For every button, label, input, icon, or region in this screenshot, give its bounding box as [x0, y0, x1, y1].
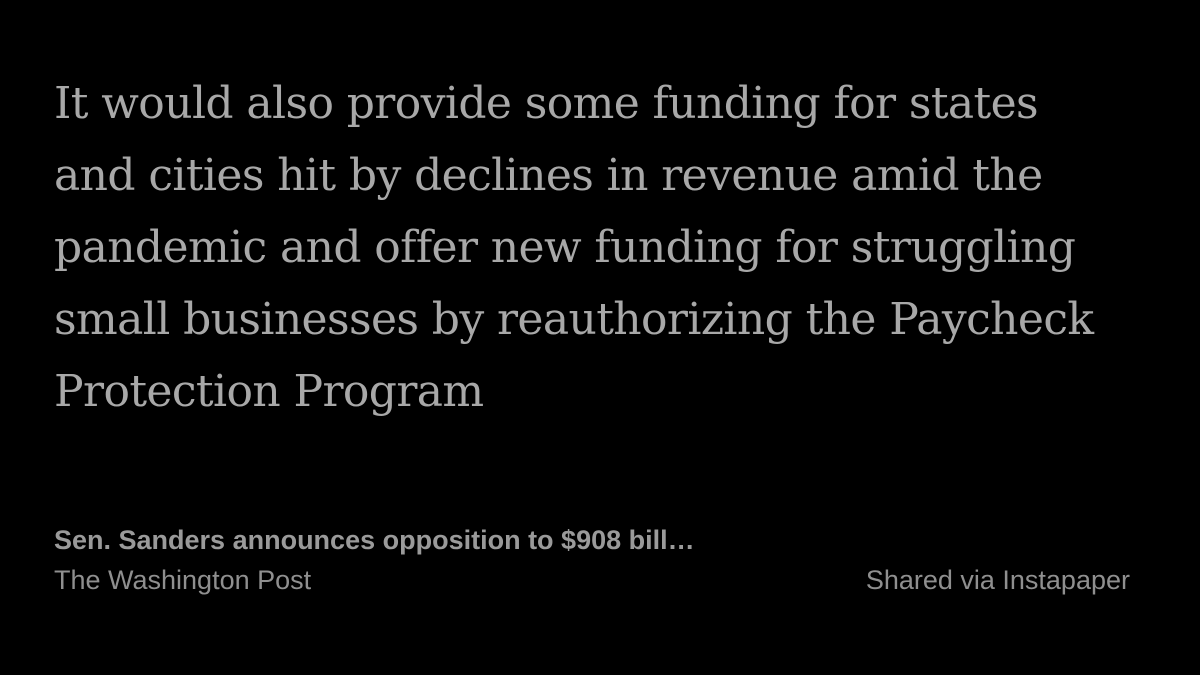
quote-line: small businesses by reauthorizing the Pa…	[54, 294, 1094, 345]
quote-line: and cities hit by declines in revenue am…	[54, 150, 1043, 201]
highlighted-quote: It would also provide some funding for s…	[54, 68, 1154, 428]
shared-via-label: Shared via Instapaper	[865, 565, 1130, 595]
quote-line: Protection Program	[54, 366, 484, 417]
quote-line: pandemic and offer new funding for strug…	[54, 222, 1076, 273]
quote-line: It would also provide some funding for s…	[54, 78, 1039, 129]
article-title[interactable]: Sen. Sanders announces opposition to $90…	[54, 525, 695, 555]
article-source: The Washington Post	[54, 565, 312, 595]
footer-row: The Washington Post Shared via Instapape…	[54, 562, 1130, 598]
article-footer: Sen. Sanders announces opposition to $90…	[54, 522, 1130, 598]
